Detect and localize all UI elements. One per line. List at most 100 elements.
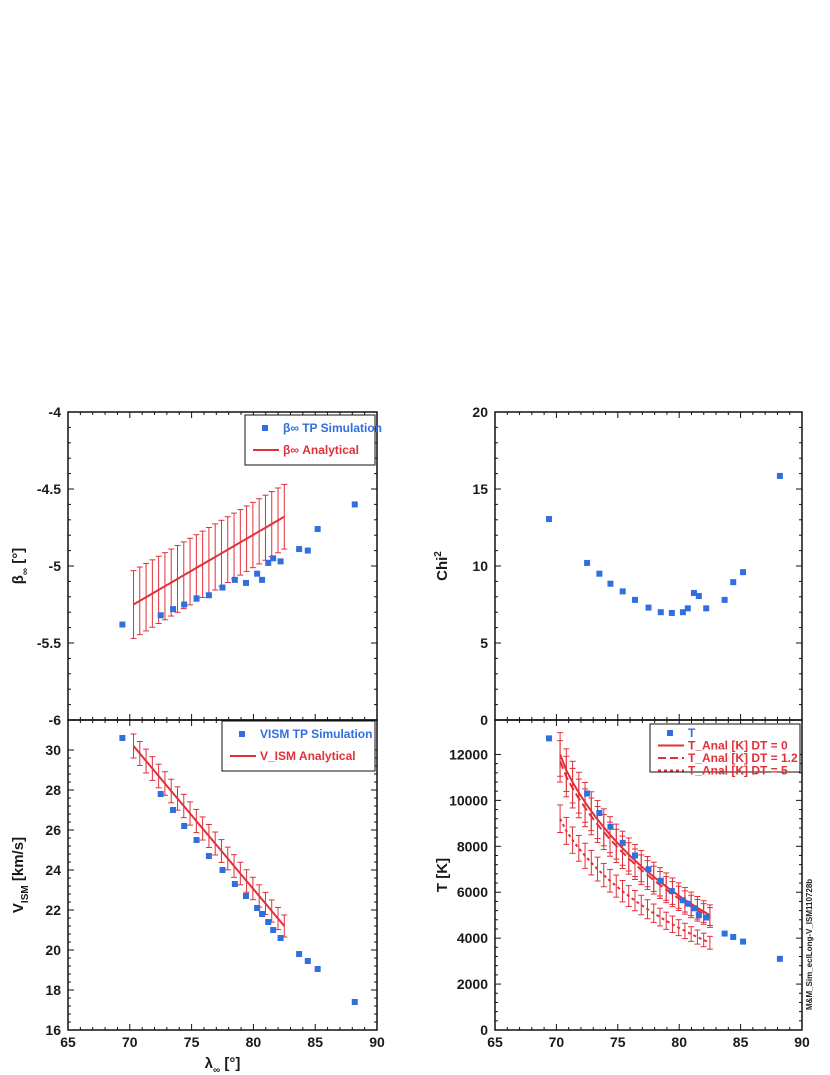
y-tick-label: 10	[472, 558, 488, 574]
data-point	[679, 897, 686, 904]
y-tick-label: 20	[45, 942, 61, 958]
x-tick-label: 70	[549, 1034, 565, 1050]
y-axis-label-rest: [°]	[10, 548, 27, 568]
chart-beta: -6 -5.5 -5 -4.5 -4 β∞ [°] β∞ TP Simulation β∞ A…	[10, 404, 382, 728]
data-point	[270, 927, 277, 933]
data-point	[546, 516, 553, 523]
x-axis-label-main: λ	[205, 1055, 214, 1072]
data-point	[296, 546, 303, 553]
legend-box	[244, 414, 376, 466]
data-point	[270, 555, 277, 562]
data-point	[721, 930, 728, 937]
data-point	[631, 852, 638, 859]
data-point	[619, 588, 626, 595]
data-point	[645, 604, 652, 611]
y-tick-label: -5.5	[37, 635, 61, 651]
data-point	[296, 951, 303, 957]
y-axis-label-sub: ∞	[20, 568, 31, 575]
data-point	[695, 593, 702, 600]
x-tick-label: 90	[794, 1034, 810, 1050]
data-point	[703, 914, 710, 921]
y-tick-label: 26	[45, 822, 61, 838]
data-point	[721, 596, 728, 603]
data-point	[254, 570, 261, 577]
y-axis-label-main: V	[10, 903, 27, 913]
chart-temp: 65 70 75 80 85 90 0 2000 4000 6000 8000 10000 12000 T…	[434, 719, 810, 1050]
data-point	[231, 576, 238, 583]
temperature-curve-2-line	[559, 818, 711, 944]
data-point	[259, 576, 266, 583]
data-point	[546, 735, 553, 742]
legend-label: VISM TP Simulation	[260, 727, 372, 741]
x-axis-label-sub: ∞	[213, 1065, 220, 1075]
data-point	[242, 579, 249, 586]
x-tick-label: 70	[122, 1034, 138, 1050]
data-point	[259, 911, 266, 917]
data-point	[730, 934, 737, 940]
legend-label: β∞ TP Simulation	[283, 421, 382, 435]
legend-label: T_Anal [K] DT = 0	[688, 739, 788, 753]
data-point	[776, 472, 783, 479]
y-tick-label: -6	[49, 712, 62, 728]
data-point	[690, 589, 697, 596]
chart-vism: 65 70 75 80 85 90 16 18 20 22 24 26 28 30 VISM [km/s] λ…	[10, 719, 385, 1075]
legend-box	[649, 723, 801, 773]
data-point	[351, 999, 358, 1005]
data-point	[219, 584, 226, 591]
legend-marker	[667, 730, 673, 736]
y-tick-label: 18	[45, 982, 61, 998]
y-tick-label: 16	[45, 1022, 61, 1038]
data-point	[695, 912, 702, 919]
data-point	[668, 609, 675, 616]
y-axis-label-main: β	[10, 575, 27, 584]
chart-chi2: 0 5 10 15 20 Chi2	[433, 404, 803, 728]
data-point	[119, 735, 126, 741]
data-point	[193, 837, 200, 843]
data-point	[684, 605, 691, 612]
data-point	[679, 609, 686, 616]
y-axis-label-sub: ISM	[20, 885, 31, 903]
y-tick-label: 10000	[449, 792, 488, 808]
y-tick-label: 6000	[457, 884, 488, 900]
data-point	[254, 905, 261, 911]
y-axis-label: T [K]	[434, 858, 451, 892]
x-tick-label: 65	[60, 1034, 76, 1050]
y-axis-label: Chi2	[433, 551, 451, 581]
data-point	[776, 955, 783, 962]
legend-label: β∞ Analytical	[283, 443, 359, 457]
y-tick-label: 24	[45, 862, 61, 878]
x-axis-label-rest: [°]	[220, 1055, 240, 1072]
data-point	[607, 580, 614, 587]
legend-label: T_Anal [K] DT = 5	[688, 764, 788, 778]
data-point	[657, 609, 664, 616]
data-point	[596, 810, 603, 816]
data-point	[265, 559, 272, 566]
y-axis-label: VISM [km/s]	[10, 837, 31, 913]
y-tick-label: 30	[45, 742, 61, 758]
data-point	[730, 579, 737, 586]
data-point	[181, 823, 188, 829]
y-tick-label: 2000	[457, 976, 488, 992]
y-tick-label: 28	[45, 782, 61, 798]
data-point	[645, 866, 652, 873]
data-point	[304, 958, 311, 964]
data-point	[351, 501, 358, 508]
data-point	[703, 605, 710, 612]
y-axis-label-main: T [K]	[434, 858, 451, 892]
y-tick-label: 15	[472, 481, 488, 497]
data-point	[242, 893, 249, 899]
y-tick-label: 12000	[449, 746, 488, 762]
data-point	[657, 877, 664, 884]
y-tick-label: -4	[49, 404, 62, 420]
y-tick-label: 0	[480, 1022, 488, 1038]
data-point	[119, 621, 126, 628]
data-point	[314, 526, 321, 533]
data-point	[619, 839, 626, 846]
x-tick-label: 80	[671, 1034, 687, 1050]
data-point	[631, 596, 638, 603]
data-point	[684, 900, 691, 907]
x-tick-label: 85	[733, 1034, 749, 1050]
y-tick-label: 22	[45, 902, 61, 918]
